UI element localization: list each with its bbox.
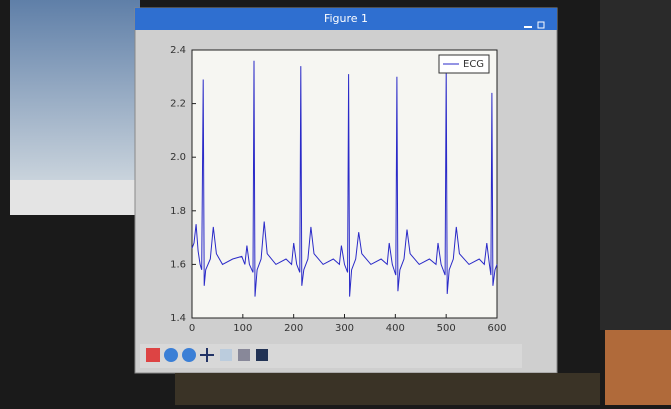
save-button[interactable] [256,349,268,361]
x-tick-label: 300 [335,323,354,334]
maximize-button[interactable] [537,21,545,29]
x-tick-label: 400 [386,323,405,334]
window-title: Figure 1 [324,12,368,25]
x-tick-label: 500 [437,323,456,334]
y-tick-label: 1.8 [170,206,186,217]
desktop-wallpaper [10,0,140,180]
title-bar [135,8,557,30]
desk [605,330,671,405]
forward-button[interactable] [182,348,196,362]
plot-area [191,49,498,319]
home-button[interactable] [146,348,160,362]
y-tick-label: 1.4 [170,313,186,324]
y-tick-label: 2.4 [170,45,186,56]
x-tick-label: 200 [284,323,303,334]
y-tick-label: 1.6 [170,259,186,270]
y-tick-label: 2.0 [170,152,186,163]
toolbar [140,344,522,368]
legend-box [438,54,490,74]
pan-button[interactable] [200,348,214,362]
background-image [175,373,600,405]
subplots-button[interactable] [238,349,250,361]
legend-label: ECG [463,59,484,70]
y-tick-label: 2.2 [170,99,186,110]
zoom-button[interactable] [220,349,232,361]
ecg-line [191,60,498,297]
desktop-panel [10,180,140,215]
minimize-button[interactable] [524,26,532,28]
x-tick-label: 100 [233,323,252,334]
x-tick-label: 0 [189,323,195,334]
back-button[interactable] [164,348,178,362]
x-tick-label: 600 [487,323,506,334]
bezel [600,0,671,330]
